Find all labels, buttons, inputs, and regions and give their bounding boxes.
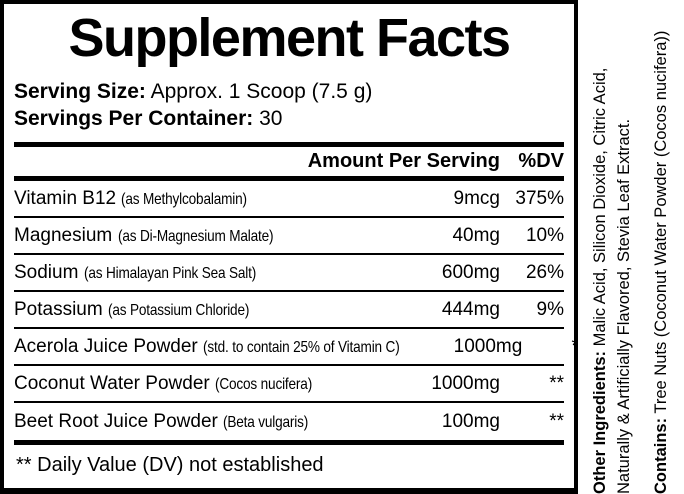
ingredient-cell: Potassium (as Potassium Chloride) [14, 291, 412, 329]
ingredient-detail: (Beta vulgaris) [223, 413, 309, 431]
serving-info: Serving Size: Approx. 1 Scoop (7.5 g) Se… [14, 78, 564, 132]
ingredient-amount: 1000mg [431, 373, 500, 394]
table-row: Coconut Water Powder (Cocos nucifera) 10… [14, 366, 564, 403]
table-row: Acerola Juice Powder (std. to contain 25… [14, 328, 574, 366]
ingredient-cell: Coconut Water Powder (Cocos nucifera) [14, 365, 412, 403]
facts-panel: Supplement Facts Serving Size: Approx. 1… [0, 0, 578, 494]
ingredient-dv: 26% [525, 262, 564, 283]
ingredient-name: Coconut Water Powder [14, 372, 210, 394]
ingredient-detail: (as Himalayan Pink Sea Salt) [83, 264, 256, 282]
ingredient-detail: (as Methylcobalamin) [121, 190, 248, 208]
table-row: Beet Root Juice Powder (Beta vulgaris) 1… [14, 403, 564, 440]
ingredient-amount: 40mg [452, 225, 500, 246]
ingredient-dv: 10% [525, 225, 564, 246]
ingredient-dv: ** [549, 411, 564, 432]
ingredient-amount: 1000mg [453, 336, 523, 357]
ingredient-name: Sodium [14, 261, 79, 283]
other-ingredients-line-1: Other Ingredients: Malic Acid, Silicon D… [588, 0, 612, 494]
ingredient-dv: ** [522, 328, 575, 365]
other-ingredients-line-2: Naturally & Artificially Flavored, Stevi… [615, 118, 633, 494]
ingredient-dv: ** [549, 373, 564, 394]
ingredient-detail: (as Di-Magnesium Malate) [117, 227, 274, 245]
ingredient-cell: Vitamin B12 (as Methylcobalamin) [14, 180, 412, 218]
ingredient-name: Beet Root Juice Powder [14, 410, 218, 432]
contains-label: Contains: [652, 417, 670, 494]
servings-per-container-label: Servings Per Container: [14, 107, 254, 130]
divider-thick [14, 142, 564, 147]
ingredient-cell: Sodium (as Himalayan Pink Sea Salt) [14, 254, 412, 292]
table-row: Magnesium (as Di-Magnesium Malate) 40mg … [14, 218, 564, 255]
servings-per-container-value: 30 [259, 107, 283, 130]
ingredient-dv: 9% [536, 299, 564, 320]
ingredient-detail: (Cocos nucifera) [215, 375, 313, 393]
dv-header: %DV [518, 150, 564, 172]
table-row: Sodium (as Himalayan Pink Sea Salt) 600m… [14, 255, 564, 292]
contains-line: Contains: Tree Nuts (Coconut Water Powde… [649, 0, 673, 494]
ingredient-name: Potassium [14, 298, 103, 320]
serving-size-row: Serving Size: Approx. 1 Scoop (7.5 g) [14, 78, 564, 105]
ingredient-name: Acerola Juice Powder [14, 335, 198, 357]
ingredient-detail: (as Potassium Chloride) [107, 301, 250, 319]
side-ingredients-text: Other Ingredients: Malic Acid, Silicon D… [588, 0, 673, 494]
serving-size-value: Approx. 1 Scoop (7.5 g) [150, 80, 373, 103]
servings-per-container-row: Servings Per Container: 30 [14, 105, 564, 132]
table-row: Potassium (as Potassium Chloride) 444mg … [14, 292, 564, 329]
serving-size-label: Serving Size: [14, 80, 146, 103]
ingredient-cell: Beet Root Juice Powder (Beta vulgaris) [14, 403, 412, 441]
other-ingredients-text-1: Malic Acid, Silicon Dioxide, Citric Acid… [591, 67, 609, 347]
ingredient-amount: 9mcg [453, 188, 500, 209]
ingredient-name: Magnesium [14, 224, 113, 246]
ingredient-amount: 100mg [441, 411, 500, 432]
panel-title: Supplement Facts [68, 8, 511, 68]
ingredient-dv: 375% [515, 188, 564, 209]
table-header: Amount Per Serving %DV [14, 147, 564, 173]
ingredient-amount: 600mg [441, 262, 500, 283]
ingredient-cell: Acerola Juice Powder (std. to contain 25… [14, 328, 434, 366]
table-row: Vitamin B12 (as Methylcobalamin) 9mcg 37… [14, 181, 564, 218]
ingredient-detail: (std. to contain 25% of Vitamin C) [203, 338, 400, 356]
dv-footnote: ** Daily Value (DV) not established [14, 440, 564, 477]
ingredient-name: Vitamin B12 [14, 187, 117, 209]
other-ingredients-label: Other Ingredients: [591, 350, 609, 494]
contains-text: Tree Nuts (Coconut Water Powder (Cocos n… [652, 30, 670, 414]
ingredient-amount: 444mg [441, 299, 500, 320]
amount-per-serving-header: Amount Per Serving [307, 150, 500, 172]
ingredient-cell: Magnesium (as Di-Magnesium Malate) [14, 217, 412, 255]
divider-thick [14, 176, 564, 181]
